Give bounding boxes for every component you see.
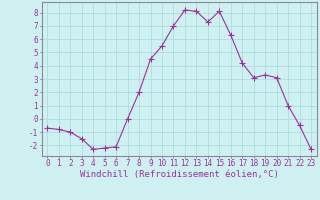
X-axis label: Windchill (Refroidissement éolien,°C): Windchill (Refroidissement éolien,°C) xyxy=(80,170,279,179)
